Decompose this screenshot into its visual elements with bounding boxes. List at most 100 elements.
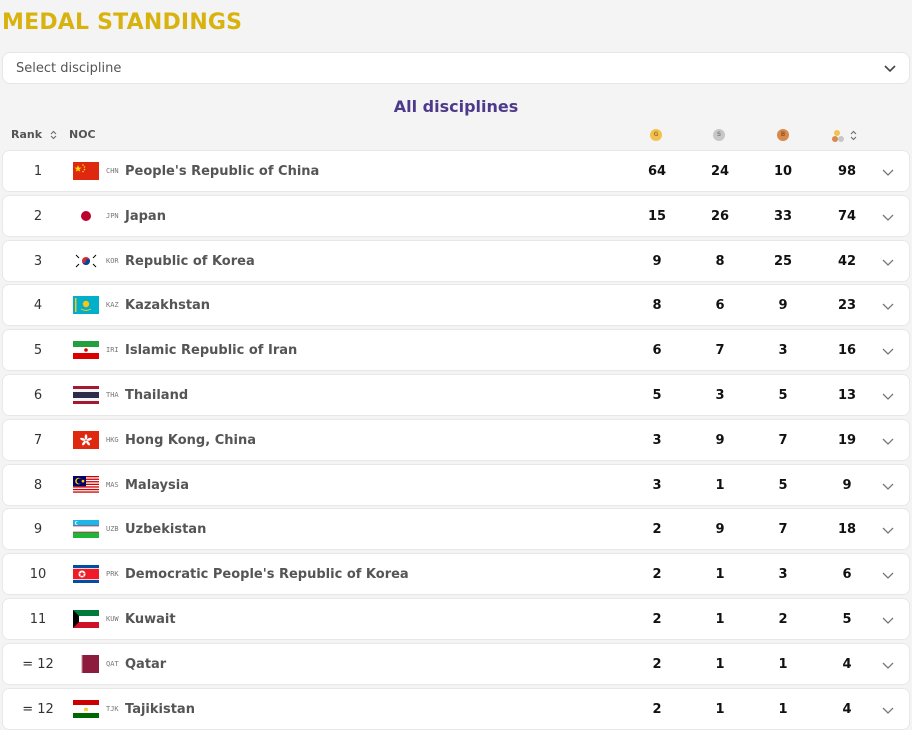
country-name[interactable]: Kuwait [125, 612, 176, 627]
mas-flag-icon [73, 475, 99, 494]
discipline-heading: All disciplines [393, 97, 519, 116]
table-row[interactable]: 4 KAZ Kazakhstan 8 6 9 23 [2, 284, 910, 327]
country-name[interactable]: Qatar [125, 656, 167, 672]
bronze-medal-icon[interactable]: B [777, 129, 789, 141]
noc-code: CHN [106, 167, 119, 175]
expand-chevron-icon[interactable] [881, 344, 895, 358]
total-count: 6 [842, 567, 852, 583]
gold-count: 8 [652, 298, 662, 314]
noc-code: KUW [106, 615, 119, 623]
rank-cell: 9 [33, 522, 43, 538]
noc-column-header: NOC [69, 128, 96, 141]
noc-code: KOR [106, 256, 119, 265]
expand-chevron-icon[interactable] [881, 613, 895, 627]
rank-cell: 2 [33, 208, 43, 224]
rank-cell: 5 [33, 343, 43, 359]
chevron-down-icon [884, 65, 896, 73]
table-row[interactable]: = 12 QAT Qatar 2 1 1 4 [2, 642, 910, 685]
noc-code: HKG [106, 435, 119, 444]
silver-medal-icon[interactable]: S [713, 129, 725, 141]
noc-code: THA [106, 391, 119, 399]
noc-code: QAT [106, 659, 119, 668]
rank-cell: = 12 [22, 701, 54, 717]
bronze-count: 7 [778, 522, 788, 538]
jpn-flag-icon [73, 206, 99, 225]
gold-medal-icon[interactable]: G [650, 129, 662, 141]
silver-count: 3 [715, 388, 725, 403]
expand-chevron-icon[interactable] [881, 658, 895, 672]
expand-chevron-icon[interactable] [881, 568, 895, 582]
total-count: 4 [842, 656, 852, 672]
table-row[interactable]: 9 UZB Uzbekistan 2 9 7 18 [2, 508, 910, 551]
rank-cell: 4 [33, 298, 43, 314]
country-name[interactable]: Malaysia [125, 477, 189, 493]
total-count: 9 [842, 477, 852, 493]
rank-cell: 10 [29, 567, 47, 583]
hkg-flag-icon [73, 430, 99, 449]
uzb-flag-icon [73, 520, 99, 539]
country-name[interactable]: Uzbekistan [125, 522, 207, 538]
silver-count: 9 [715, 522, 725, 538]
rank-column-header[interactable]: Rank [11, 128, 57, 141]
table-row[interactable]: 7 HKG Hong Kong, China 3 9 7 19 [2, 418, 910, 461]
prk-flag-icon [73, 565, 99, 584]
country-name[interactable]: People's Republic of China [125, 164, 320, 179]
noc-code: IRI [106, 346, 119, 355]
gold-count: 9 [652, 253, 662, 269]
rank-cell: 7 [33, 432, 43, 448]
bronze-count: 1 [778, 656, 788, 672]
table-row[interactable]: 5 IRI Islamic Republic of Iran 6 7 3 16 [2, 329, 910, 372]
gold-count: 2 [652, 701, 662, 717]
gold-count: 6 [652, 343, 662, 359]
table-row[interactable]: 8 MAS Malaysia 3 1 5 9 [2, 463, 910, 506]
bronze-count: 5 [778, 388, 788, 403]
gold-count: 3 [652, 477, 662, 493]
expand-chevron-icon[interactable] [881, 210, 895, 224]
table-row[interactable]: = 12 TJK Tajikistan 2 1 1 4 [2, 687, 910, 730]
iri-flag-icon [73, 341, 99, 360]
bronze-count: 33 [773, 208, 793, 224]
country-name[interactable]: Japan [125, 208, 166, 224]
silver-count: 9 [715, 432, 725, 448]
rank-cell: 1 [33, 164, 43, 179]
table-row[interactable]: 3 KOR Republic of Korea 9 8 25 42 [2, 239, 910, 282]
bronze-count: 3 [778, 567, 788, 583]
silver-count: 1 [715, 567, 725, 583]
expand-chevron-icon[interactable] [881, 523, 895, 537]
country-name[interactable]: Thailand [125, 388, 189, 403]
silver-count: 24 [710, 164, 730, 179]
discipline-select-label: Select discipline [16, 61, 122, 76]
bronze-count: 25 [773, 253, 793, 269]
total-medals-icon[interactable] [832, 128, 860, 144]
total-count: 5 [842, 612, 852, 627]
rank-cell: 8 [33, 477, 43, 493]
country-name[interactable]: Tajikistan [125, 701, 195, 717]
table-row[interactable]: 1 CHN People's Republic of China 64 24 10 98 [2, 150, 910, 192]
expand-chevron-icon[interactable] [881, 299, 895, 313]
gold-count: 2 [652, 656, 662, 672]
expand-chevron-icon[interactable] [881, 389, 895, 403]
table-row[interactable]: 6 THA Thailand 5 3 5 13 [2, 374, 910, 416]
expand-chevron-icon[interactable] [881, 479, 895, 493]
discipline-select[interactable]: Select discipline [2, 52, 910, 84]
expand-chevron-icon[interactable] [881, 165, 895, 179]
kaz-flag-icon [73, 296, 99, 315]
country-name[interactable]: Democratic People's Republic of Korea [125, 567, 409, 583]
rank-cell: 3 [33, 253, 43, 269]
noc-code: KAZ [106, 301, 119, 310]
gold-count: 2 [652, 567, 662, 583]
noc-code: TJK [106, 704, 119, 713]
bronze-count: 9 [778, 298, 788, 314]
country-name[interactable]: Islamic Republic of Iran [125, 343, 298, 359]
table-row[interactable]: 10 PRK Democratic People's Republic of Kor… [2, 553, 910, 596]
expand-chevron-icon[interactable] [881, 703, 895, 717]
expand-chevron-icon[interactable] [881, 434, 895, 448]
country-name[interactable]: Kazakhstan [125, 298, 211, 314]
silver-count: 6 [715, 298, 725, 314]
country-name[interactable]: Republic of Korea [125, 253, 255, 269]
total-count: 18 [837, 522, 857, 538]
table-row[interactable]: 2 JPN Japan 15 26 33 74 [2, 194, 910, 237]
table-row[interactable]: 11 KUW Kuwait 2 1 2 5 [2, 598, 910, 640]
country-name[interactable]: Hong Kong, China [125, 432, 256, 448]
expand-chevron-icon[interactable] [881, 255, 895, 269]
